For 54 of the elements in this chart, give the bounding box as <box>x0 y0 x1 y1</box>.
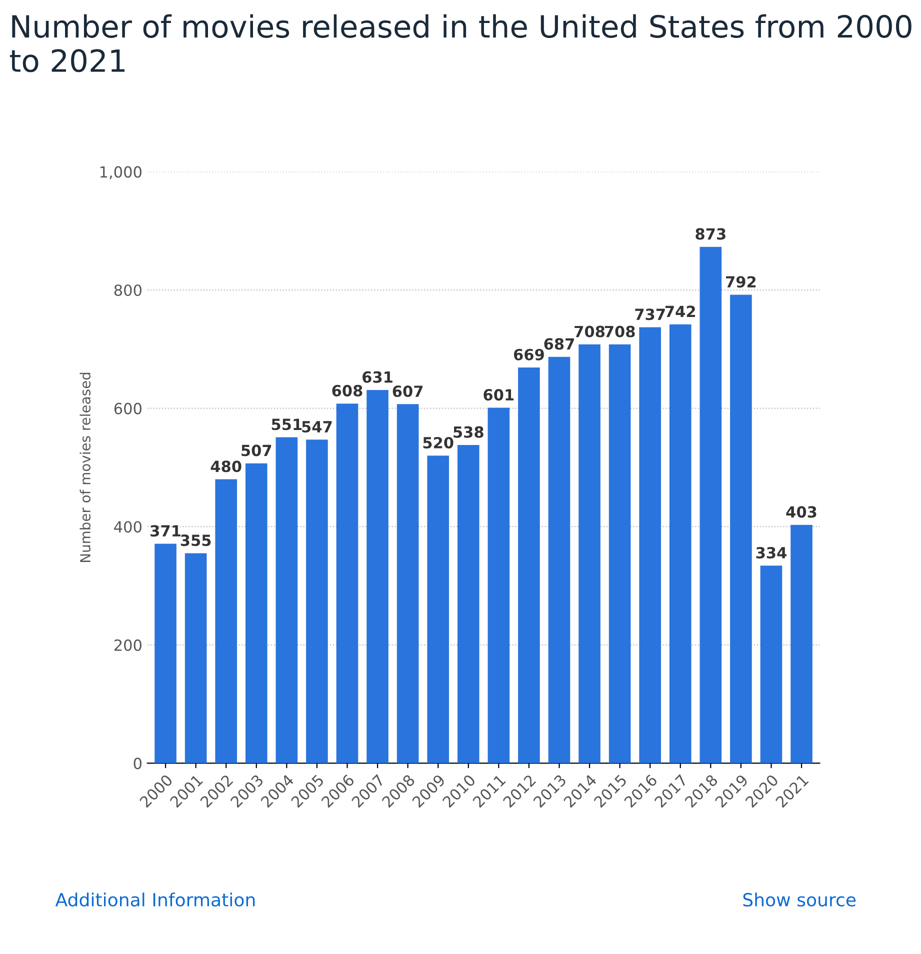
data-label: 687 <box>544 338 574 350</box>
data-label: 607 <box>392 385 423 398</box>
data-label: 371 <box>150 525 180 537</box>
bar <box>366 390 388 764</box>
data-label: 480 <box>210 460 242 472</box>
bar <box>184 553 207 764</box>
bar <box>427 456 449 764</box>
bar <box>457 444 480 764</box>
y-tick-label: 1,000 <box>100 166 142 180</box>
data-label: 520 <box>423 436 454 449</box>
data-label: 737 <box>635 308 665 320</box>
bar <box>245 463 268 764</box>
data-label: 551 <box>272 418 302 430</box>
data-label: 873 <box>696 228 726 240</box>
bar <box>669 324 692 764</box>
data-label: 631 <box>362 371 392 383</box>
bar <box>578 344 600 764</box>
bar <box>488 408 510 764</box>
data-label: 538 <box>454 426 484 438</box>
bar <box>548 356 570 764</box>
data-label: 742 <box>665 306 695 317</box>
y-axis-title: Number of movies released <box>80 372 91 562</box>
data-label: 355 <box>180 534 211 546</box>
bar <box>396 404 419 764</box>
bar <box>730 294 752 764</box>
chart-title: Number of movies released in the United States from 2000 to 2021 <box>10 14 912 72</box>
bar <box>215 479 238 764</box>
data-label: 669 <box>514 348 544 360</box>
y-tick-label: 600 <box>114 402 142 414</box>
data-label: 608 <box>332 384 362 396</box>
bar <box>518 368 540 764</box>
bar <box>154 544 176 764</box>
text: Additional Information <box>55 892 255 907</box>
data-label: 708 <box>574 326 605 338</box>
bar <box>639 327 661 764</box>
bar <box>608 344 631 764</box>
y-tick-label: 0 <box>134 758 142 770</box>
text: Show source <box>743 892 856 907</box>
data-label: 403 <box>786 506 816 518</box>
bar <box>336 404 358 764</box>
y-tick-label: 200 <box>114 639 142 651</box>
data-label: 547 <box>302 421 332 433</box>
data-label: 708 <box>604 326 635 338</box>
bar <box>700 246 722 764</box>
data-label: 601 <box>484 389 514 401</box>
bar <box>276 437 298 764</box>
data-label: 507 <box>242 444 272 456</box>
data-label: 792 <box>726 276 756 288</box>
data-label: 334 <box>756 546 786 559</box>
y-tick-label: 800 <box>114 284 142 296</box>
y-tick-label: 400 <box>114 521 142 533</box>
bar <box>760 566 782 764</box>
bar <box>306 440 328 764</box>
bar <box>790 524 812 764</box>
